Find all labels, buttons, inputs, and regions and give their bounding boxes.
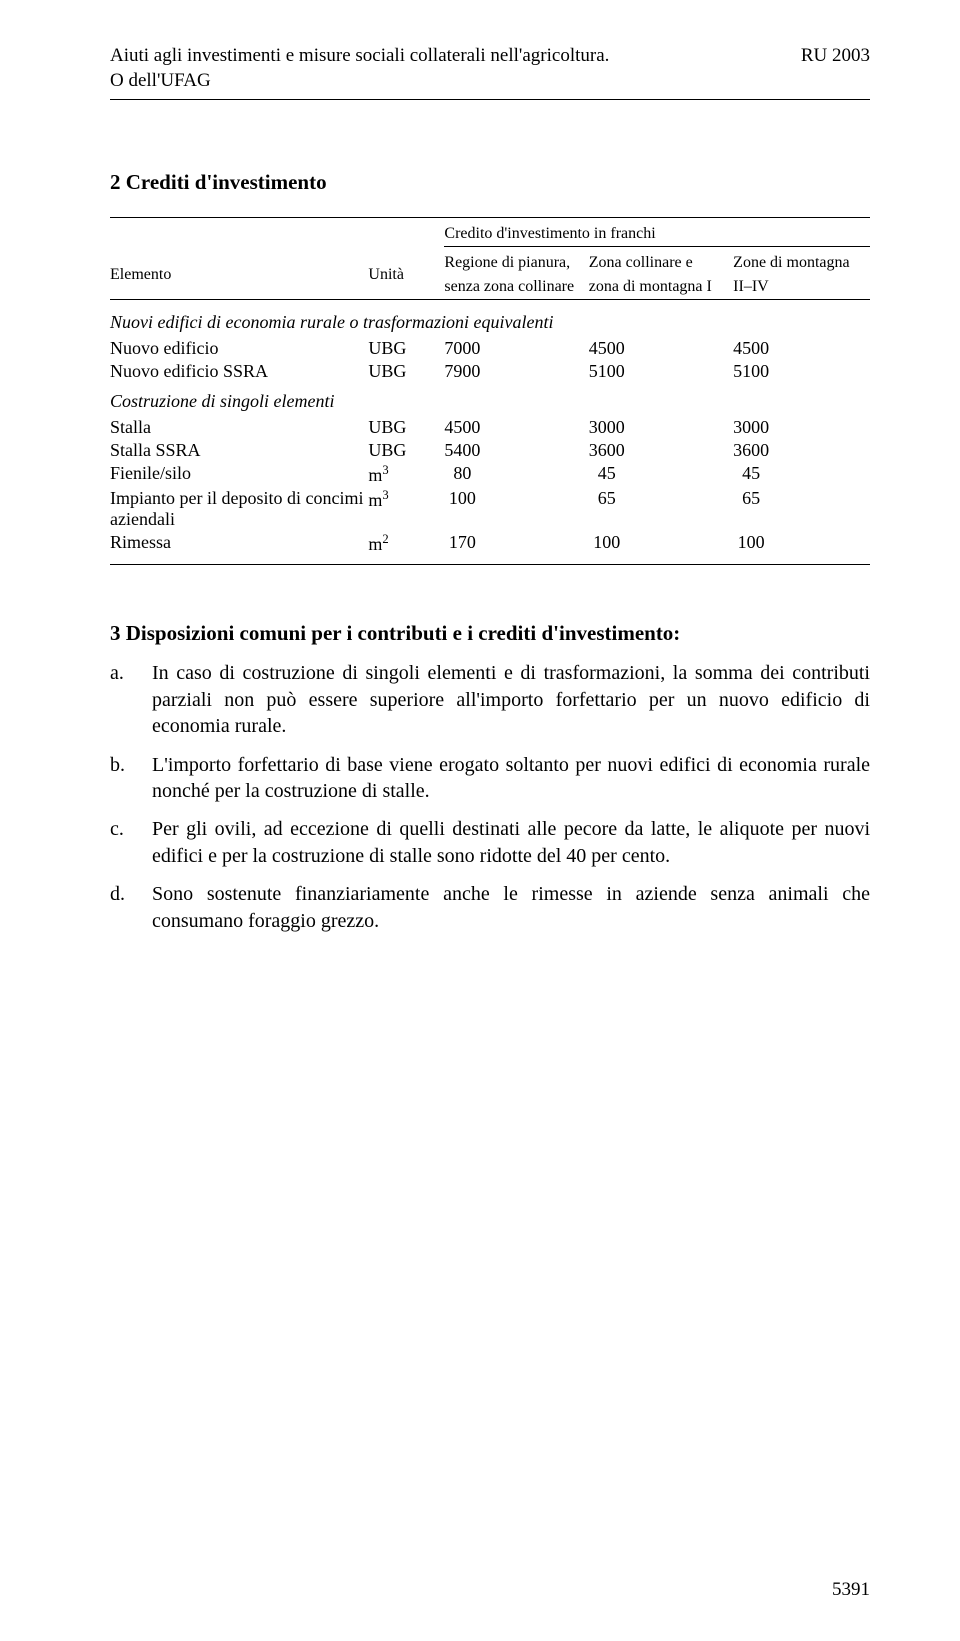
table-row: Rimessa m2 170 100 100 (110, 531, 870, 556)
list-title: 3 Disposizioni comuni per i contributi e… (110, 621, 870, 646)
row-val-a: 170 (444, 531, 588, 556)
col-header-a-l1: Regione di pianura, (444, 251, 588, 275)
list-item: a. In caso di costruzione di singoli ele… (110, 660, 870, 739)
row-label: Impianto per il deposito di concimi azie… (110, 487, 368, 531)
row-val-b: 4500 (589, 337, 733, 360)
row-val-c: 45 (733, 462, 870, 487)
row-val-b: 3000 (589, 416, 733, 439)
list-item: d. Sono sostenute finanziariamente anche… (110, 881, 870, 934)
page-header: Aiuti agli investimenti e misure sociali… (110, 44, 870, 93)
row-label: Nuovo edificio (110, 337, 368, 360)
row-unit: m2 (368, 531, 444, 556)
row-unit: UBG (368, 439, 444, 462)
header-rule (110, 99, 870, 100)
row-val-b: 65 (589, 487, 733, 531)
list-item: c. Per gli ovili, ad eccezione di quelli… (110, 816, 870, 869)
row-val-a: 100 (444, 487, 588, 531)
table-row: Fienile/silo m3 80 45 45 (110, 462, 870, 487)
list-marker: b. (110, 752, 152, 805)
col-header-b-l1: Zona collinare e (589, 251, 733, 275)
section-title: 2 Crediti d'investimento (110, 170, 870, 195)
col-header-elemento: Elemento (110, 266, 171, 283)
table-row: Impianto per il deposito di concimi azie… (110, 487, 870, 531)
row-val-b: 5100 (589, 360, 733, 383)
row-label: Stalla (110, 416, 368, 439)
row-label: Fienile/silo (110, 462, 368, 487)
table-super-header: Credito d'investimento in franchi (444, 222, 870, 247)
table-row: Nuovo edificio SSRA UBG 7900 5100 5100 (110, 360, 870, 383)
header-title: Aiuti agli investimenti e misure sociali… (110, 44, 781, 93)
row-label: Rimessa (110, 531, 368, 556)
row-val-c: 100 (733, 531, 870, 556)
group1-title: Nuovi edifici di economia rurale o trasf… (110, 304, 870, 337)
header-right: RU 2003 (801, 44, 870, 69)
row-val-b: 3600 (589, 439, 733, 462)
row-unit: m3 (368, 462, 444, 487)
list-item: b. L'importo forfettario di base viene e… (110, 752, 870, 805)
row-val-c: 3000 (733, 416, 870, 439)
row-unit: UBG (368, 337, 444, 360)
col-header-unita: Unità (368, 266, 404, 283)
row-val-b: 100 (589, 531, 733, 556)
header-title-line2: O dell'UFAG (110, 70, 211, 91)
dispositions-list: a. In caso di costruzione di singoli ele… (110, 660, 870, 934)
list-marker: a. (110, 660, 152, 739)
table-row: Nuovo edificio UBG 7000 4500 4500 (110, 337, 870, 360)
list-marker: c. (110, 816, 152, 869)
row-val-b: 45 (589, 462, 733, 487)
list-text: L'importo forfettario di base viene erog… (152, 752, 870, 805)
row-val-c: 4500 (733, 337, 870, 360)
row-unit: UBG (368, 360, 444, 383)
list-text: Sono sostenute finanziariamente anche le… (152, 881, 870, 934)
table-row: Stalla SSRA UBG 5400 3600 3600 (110, 439, 870, 462)
header-title-line1: Aiuti agli investimenti e misure sociali… (110, 45, 609, 66)
group2-title: Costruzione di singoli elementi (110, 383, 870, 416)
row-val-c: 65 (733, 487, 870, 531)
table-row: Stalla UBG 4500 3000 3000 (110, 416, 870, 439)
page-number: 5391 (832, 1579, 870, 1601)
col-header-c-l1: Zone di montagna (733, 251, 870, 275)
row-unit: UBG (368, 416, 444, 439)
list-marker: d. (110, 881, 152, 934)
row-val-a: 7000 (444, 337, 588, 360)
row-val-a: 5400 (444, 439, 588, 462)
investment-table: Credito d'investimento in franchi Elemen… (110, 217, 870, 569)
list-text: In caso di costruzione di singoli elemen… (152, 660, 870, 739)
row-label: Stalla SSRA (110, 439, 368, 462)
row-val-a: 80 (444, 462, 588, 487)
list-text: Per gli ovili, ad eccezione di quelli de… (152, 816, 870, 869)
row-unit: m3 (368, 487, 444, 531)
row-val-a: 4500 (444, 416, 588, 439)
row-val-a: 7900 (444, 360, 588, 383)
col-header-b-l2: zona di montagna I (589, 275, 733, 300)
row-val-c: 3600 (733, 439, 870, 462)
col-header-a-l2: senza zona collinare (444, 275, 588, 300)
row-label: Nuovo edificio SSRA (110, 360, 368, 383)
col-header-c-l2: II–IV (733, 275, 870, 300)
row-val-c: 5100 (733, 360, 870, 383)
